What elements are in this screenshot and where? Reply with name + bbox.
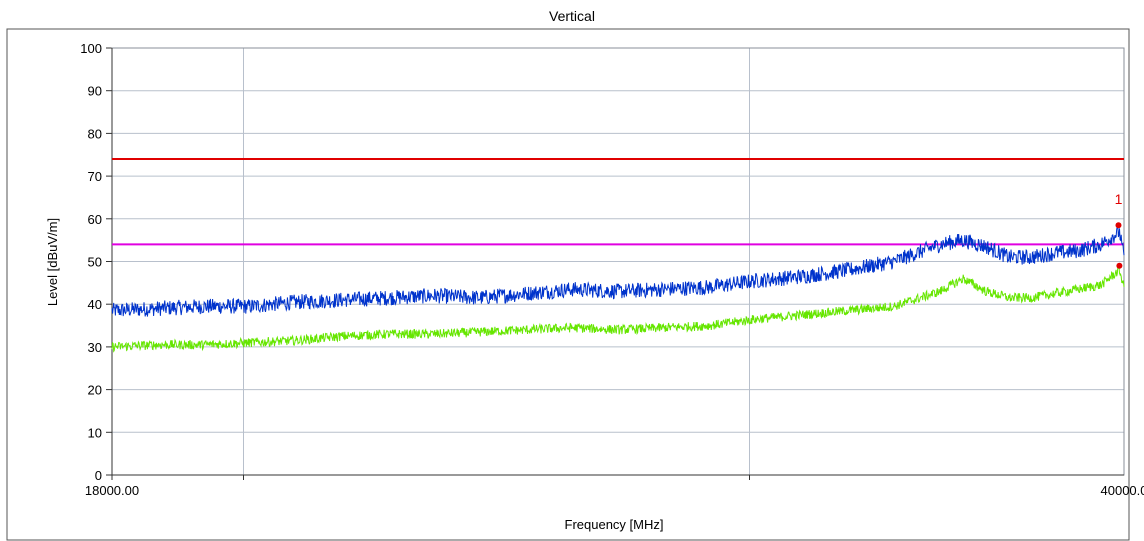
y-tick-label: 100: [80, 41, 102, 56]
markers: 1: [1115, 191, 1123, 269]
x-tick-label: 18000.00: [85, 483, 139, 498]
y-tick-label: 20: [88, 383, 102, 398]
y-tick-label: 50: [88, 255, 102, 270]
grid: [112, 47, 1124, 475]
axes: 0 10 20 30 40 50 60 70 80 90 100 18000.00 40000.0: [80, 41, 1144, 498]
y-tick-label: 70: [88, 169, 102, 184]
y-tick-label: 80: [88, 126, 102, 141]
x-tick-label: 40000.0: [1101, 483, 1144, 498]
limit-lines: [112, 158, 1124, 246]
y-tick-label: 0: [95, 468, 102, 483]
x-axis-label: Frequency [MHz]: [565, 517, 664, 532]
series-line: [111, 224, 1125, 317]
y-tick-label: 60: [88, 212, 102, 227]
y-tick-label: 40: [88, 297, 102, 312]
series-line: [111, 265, 1125, 353]
y-tick-label: 30: [88, 340, 102, 355]
marker-point: [1116, 262, 1123, 269]
series-group: [111, 224, 1125, 353]
y-tick-label: 90: [88, 84, 102, 99]
chart-title: Vertical: [549, 8, 595, 24]
y-axis-label: Level [dBuV/m]: [45, 218, 60, 306]
marker-label: 1: [1115, 191, 1123, 207]
y-tick-label: 10: [88, 425, 102, 440]
plot-frame-outer: [6, 28, 1130, 541]
marker-point: [1115, 222, 1122, 229]
